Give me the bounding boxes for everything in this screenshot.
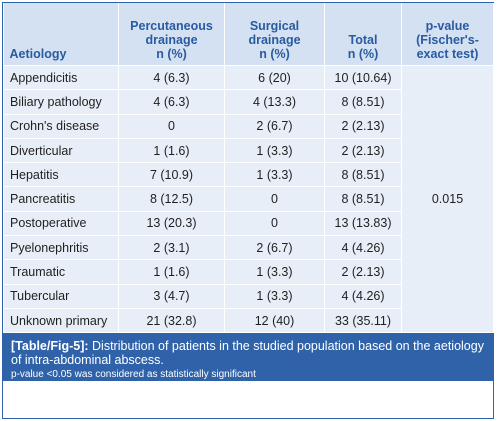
table-row: Pyelonephritis 2 (3.1) 2 (6.7) 4 (4.26): [3, 235, 494, 261]
cell-surgical: 2 (6.7): [224, 113, 325, 139]
cell-total: 13 (13.83): [324, 210, 402, 237]
table-row: Postoperative 13 (20.3) 0 13 (13.83): [3, 210, 494, 237]
header-aetiology: Aetiology: [3, 3, 119, 66]
cell-surgical: 1 (3.3): [224, 259, 325, 285]
cell-percutaneous: 1 (1.6): [118, 259, 225, 285]
cell-surgical: 4 (13.3): [224, 89, 325, 115]
table-header-row: Aetiology Percutaneous drainage n (%) Su…: [3, 3, 494, 66]
cell-percutaneous: 21 (32.8): [118, 307, 225, 334]
cell-aetiology: Hepatitis: [3, 162, 119, 188]
cell-total: 33 (35.11): [324, 307, 402, 334]
cell-percutaneous: 0: [118, 113, 225, 139]
cell-total: 8 (8.51): [324, 162, 402, 188]
cell-surgical: 1 (3.3): [224, 162, 325, 188]
cell-aetiology: Biliary pathology: [3, 89, 119, 115]
cell-surgical: 6 (20): [224, 64, 325, 91]
cell-aetiology: Tubercular: [3, 283, 119, 309]
table-row: Appendicitis 4 (6.3) 6 (20) 10 (10.64) 0…: [3, 64, 494, 334]
cell-total: 4 (4.26): [324, 283, 402, 309]
caption-note: p-value <0.05 was considered as statisti…: [11, 369, 256, 381]
cell-total: 2 (2.13): [324, 259, 402, 285]
cell-total: 4 (4.26): [324, 235, 402, 261]
table-figure: Aetiology Percutaneous drainage n (%) Su…: [2, 2, 494, 419]
cell-surgical: 1 (3.3): [224, 283, 325, 309]
cell-surgical: 2 (6.7): [224, 235, 325, 261]
cell-percutaneous: 2 (3.1): [118, 235, 225, 261]
cell-surgical: 0: [224, 186, 325, 212]
cell-total: 10 (10.64): [324, 64, 402, 91]
header-surgical-drainage: Surgical drainage n (%): [224, 3, 325, 66]
caption-text: Distribution of patients in the studied …: [11, 339, 484, 368]
cell-percutaneous: 8 (12.5): [118, 186, 225, 212]
cell-aetiology: Unknown primary: [3, 307, 119, 334]
cell-total: 2 (2.13): [324, 137, 402, 164]
cell-surgical: 12 (40): [224, 307, 325, 334]
cell-percutaneous: 13 (20.3): [118, 210, 225, 237]
cell-surgical: 1 (3.3): [224, 137, 325, 164]
cell-total: 8 (8.51): [324, 89, 402, 115]
caption-tag: [Table/Fig-5]:: [11, 339, 89, 354]
cell-percutaneous: 4 (6.3): [118, 64, 225, 91]
header-p-value: p-value (Fischer's- exact test): [401, 3, 494, 66]
cell-aetiology: Postoperative: [3, 210, 119, 237]
table-row: Tubercular 3 (4.7) 1 (3.3) 4 (4.26): [3, 283, 494, 309]
aetiology-table: Aetiology Percutaneous drainage n (%) Su…: [3, 3, 494, 334]
cell-p-value: 0.015: [401, 64, 494, 334]
table-row: Biliary pathology 4 (6.3) 4 (13.3) 8 (8.…: [3, 89, 494, 115]
cell-percutaneous: 3 (4.7): [118, 283, 225, 309]
cell-percutaneous: 1 (1.6): [118, 137, 225, 164]
cell-aetiology: Pyelonephritis: [3, 235, 119, 261]
header-percutaneous-drainage: Percutaneous drainage n (%): [118, 3, 225, 66]
table-row: Traumatic 1 (1.6) 1 (3.3) 2 (2.13): [3, 259, 494, 285]
cell-total: 8 (8.51): [324, 186, 402, 212]
cell-aetiology: Pancreatitis: [3, 186, 119, 212]
table-row: Unknown primary 21 (32.8) 12 (40) 33 (35…: [3, 307, 494, 334]
cell-percutaneous: 4 (6.3): [118, 89, 225, 115]
table-row: Crohn's disease 0 2 (6.7) 2 (2.13): [3, 113, 494, 139]
cell-aetiology: Traumatic: [3, 259, 119, 285]
cell-aetiology: Appendicitis: [3, 64, 119, 91]
cell-percutaneous: 7 (10.9): [118, 162, 225, 188]
cell-total: 2 (2.13): [324, 113, 402, 139]
cell-aetiology: Diverticular: [3, 137, 119, 164]
table-row: Pancreatitis 8 (12.5) 0 8 (8.51): [3, 186, 494, 212]
table-caption: [Table/Fig-5]: Distribution of patients …: [3, 333, 493, 382]
cell-aetiology: Crohn's disease: [3, 113, 119, 139]
header-total: Total n (%): [324, 3, 402, 66]
cell-surgical: 0: [224, 210, 325, 237]
